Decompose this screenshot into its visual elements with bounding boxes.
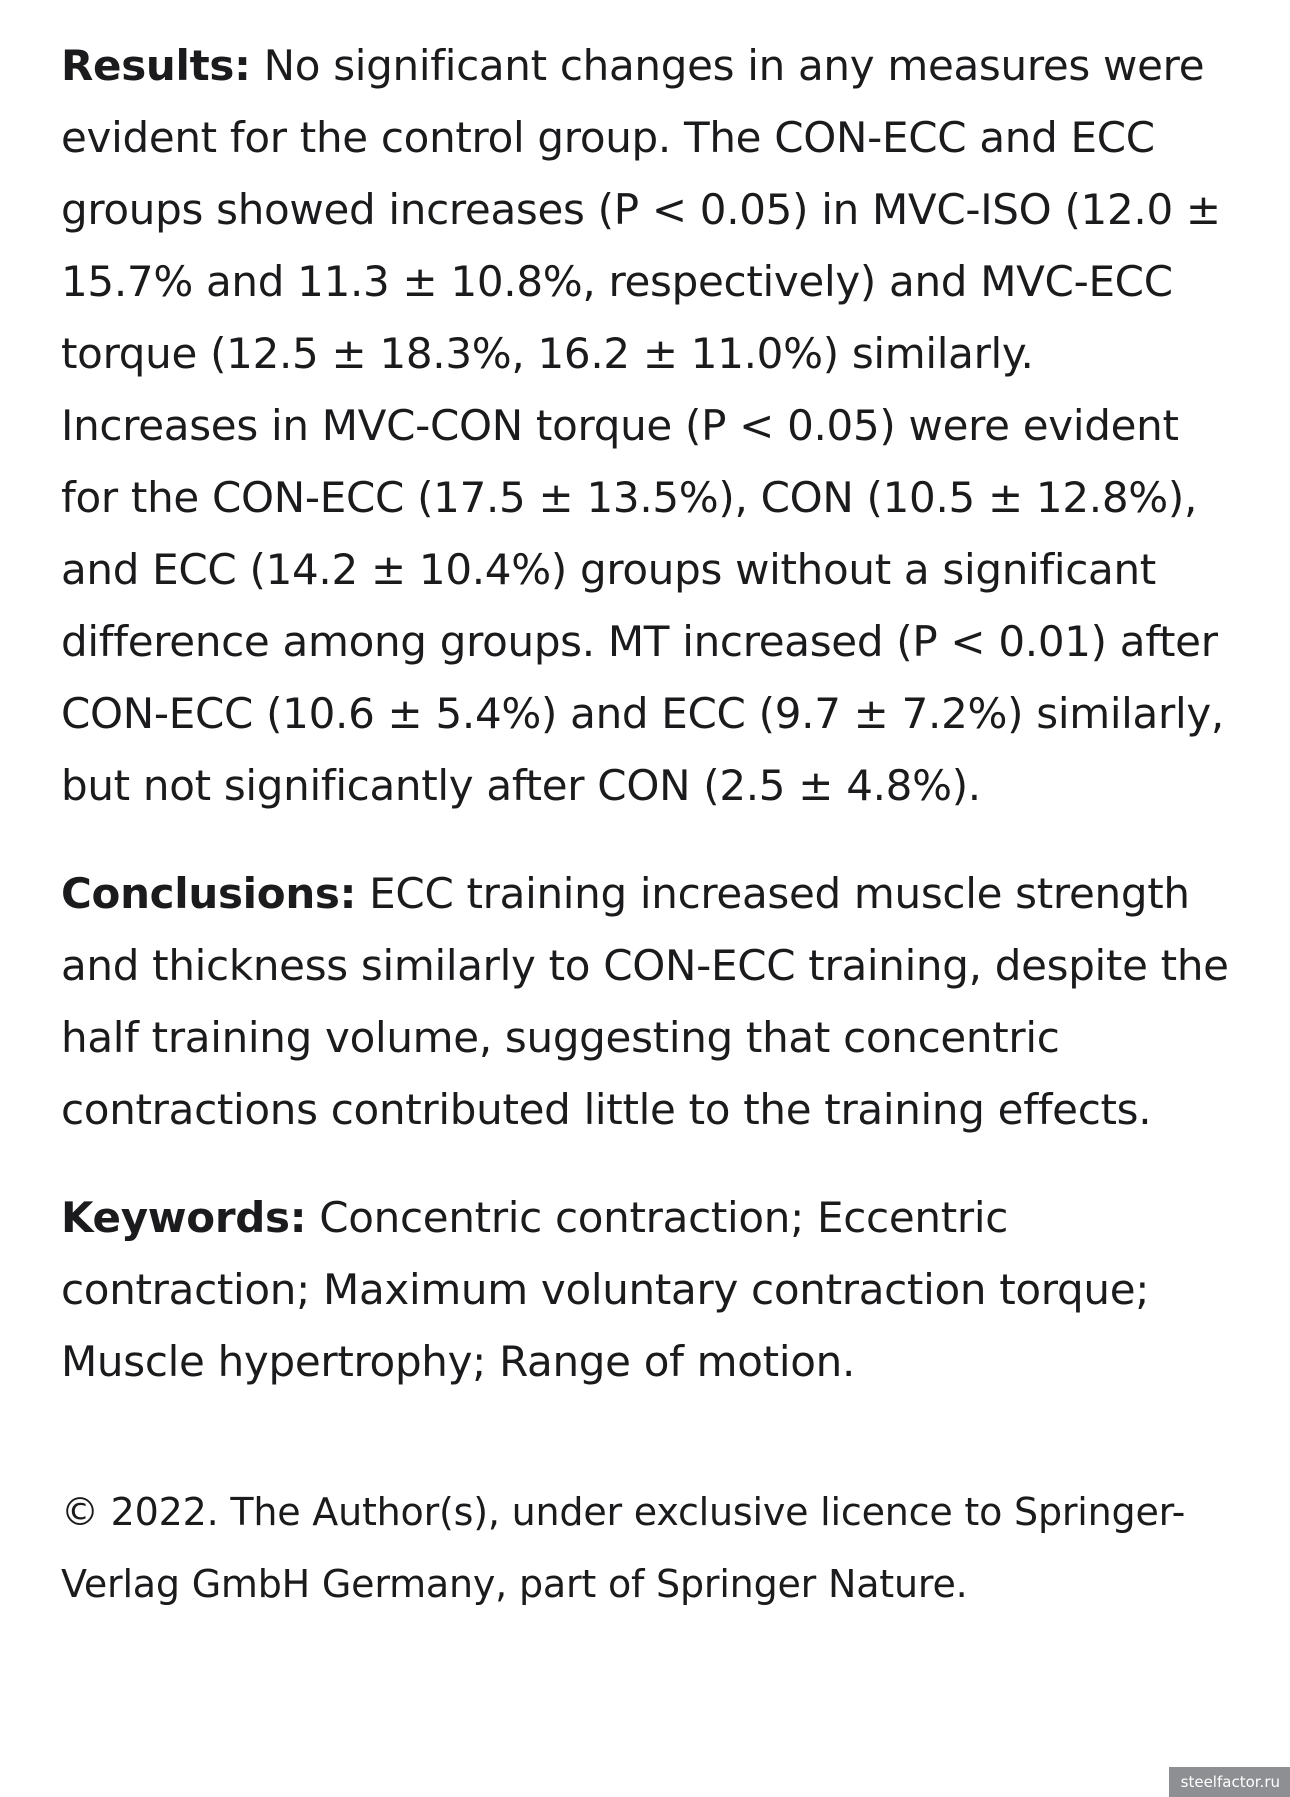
results-text: No significant changes in any measures w… bbox=[61, 41, 1224, 810]
keywords-text: Concentric contraction; Eccentric contra… bbox=[61, 1193, 1150, 1386]
copyright-notice: © 2022. The Author(s), under exclusive l… bbox=[61, 1490, 1186, 1606]
results-label: Results: bbox=[61, 41, 251, 90]
results-paragraph: Results: No significant changes in any m… bbox=[61, 30, 1239, 822]
conclusions-text: ECC training increased muscle strength a… bbox=[61, 869, 1229, 1134]
conclusions-paragraph: Conclusions: ECC training increased musc… bbox=[61, 858, 1239, 1146]
watermark: steelfactor.ru bbox=[1168, 1767, 1290, 1797]
keywords-paragraph: Keywords: Concentric contraction; Eccent… bbox=[61, 1182, 1239, 1398]
keywords-label: Keywords: bbox=[61, 1193, 307, 1242]
conclusions-label: Conclusions: bbox=[61, 869, 357, 918]
abstract-content: Results: No significant changes in any m… bbox=[61, 30, 1239, 1620]
